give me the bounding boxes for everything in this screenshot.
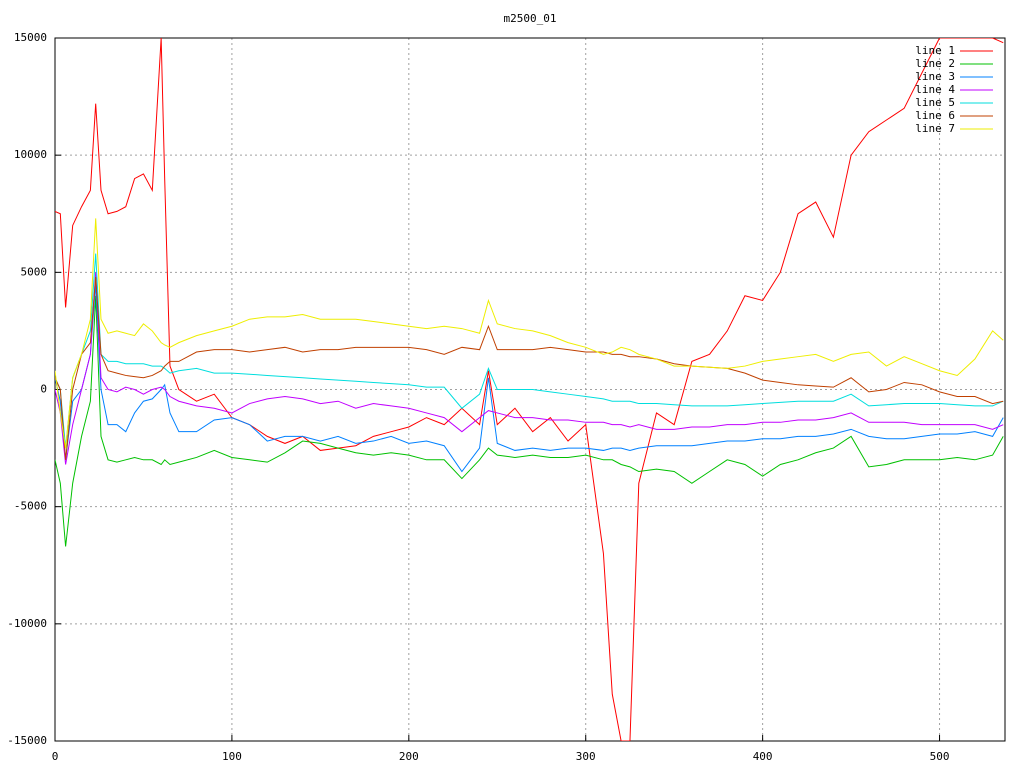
line-series xyxy=(55,276,1004,460)
line-series xyxy=(55,38,1004,741)
line-series xyxy=(55,272,1004,465)
y-tick-label: -15000 xyxy=(7,734,47,747)
y-tick-label: 10000 xyxy=(14,148,47,161)
y-tick-label: -10000 xyxy=(7,617,47,630)
plot-area xyxy=(55,38,1004,741)
x-tick-label: 400 xyxy=(753,750,773,763)
x-tick-label: 200 xyxy=(399,750,419,763)
legend-label: line 2 xyxy=(915,57,955,70)
y-tick-label: 15000 xyxy=(14,31,47,44)
line-series xyxy=(55,253,1004,449)
legend-label: line 1 xyxy=(915,44,955,57)
y-tick-label: 0 xyxy=(40,383,47,396)
legend-label: line 6 xyxy=(915,109,955,122)
line-series xyxy=(55,295,1004,547)
x-tick-label: 500 xyxy=(930,750,950,763)
x-tick-label: 100 xyxy=(222,750,242,763)
line-series xyxy=(55,284,1004,473)
chart-title: m2500_01 xyxy=(504,12,557,25)
legend-label: line 7 xyxy=(915,122,955,135)
legend-label: line 4 xyxy=(915,83,955,96)
y-tick-label: -5000 xyxy=(14,500,47,513)
legend-label: line 5 xyxy=(915,96,955,109)
x-tick-label: 0 xyxy=(52,750,59,763)
y-tick-label: 5000 xyxy=(21,265,48,278)
legend-label: line 3 xyxy=(915,70,955,83)
line-series xyxy=(55,218,1004,449)
x-tick-label: 300 xyxy=(576,750,596,763)
